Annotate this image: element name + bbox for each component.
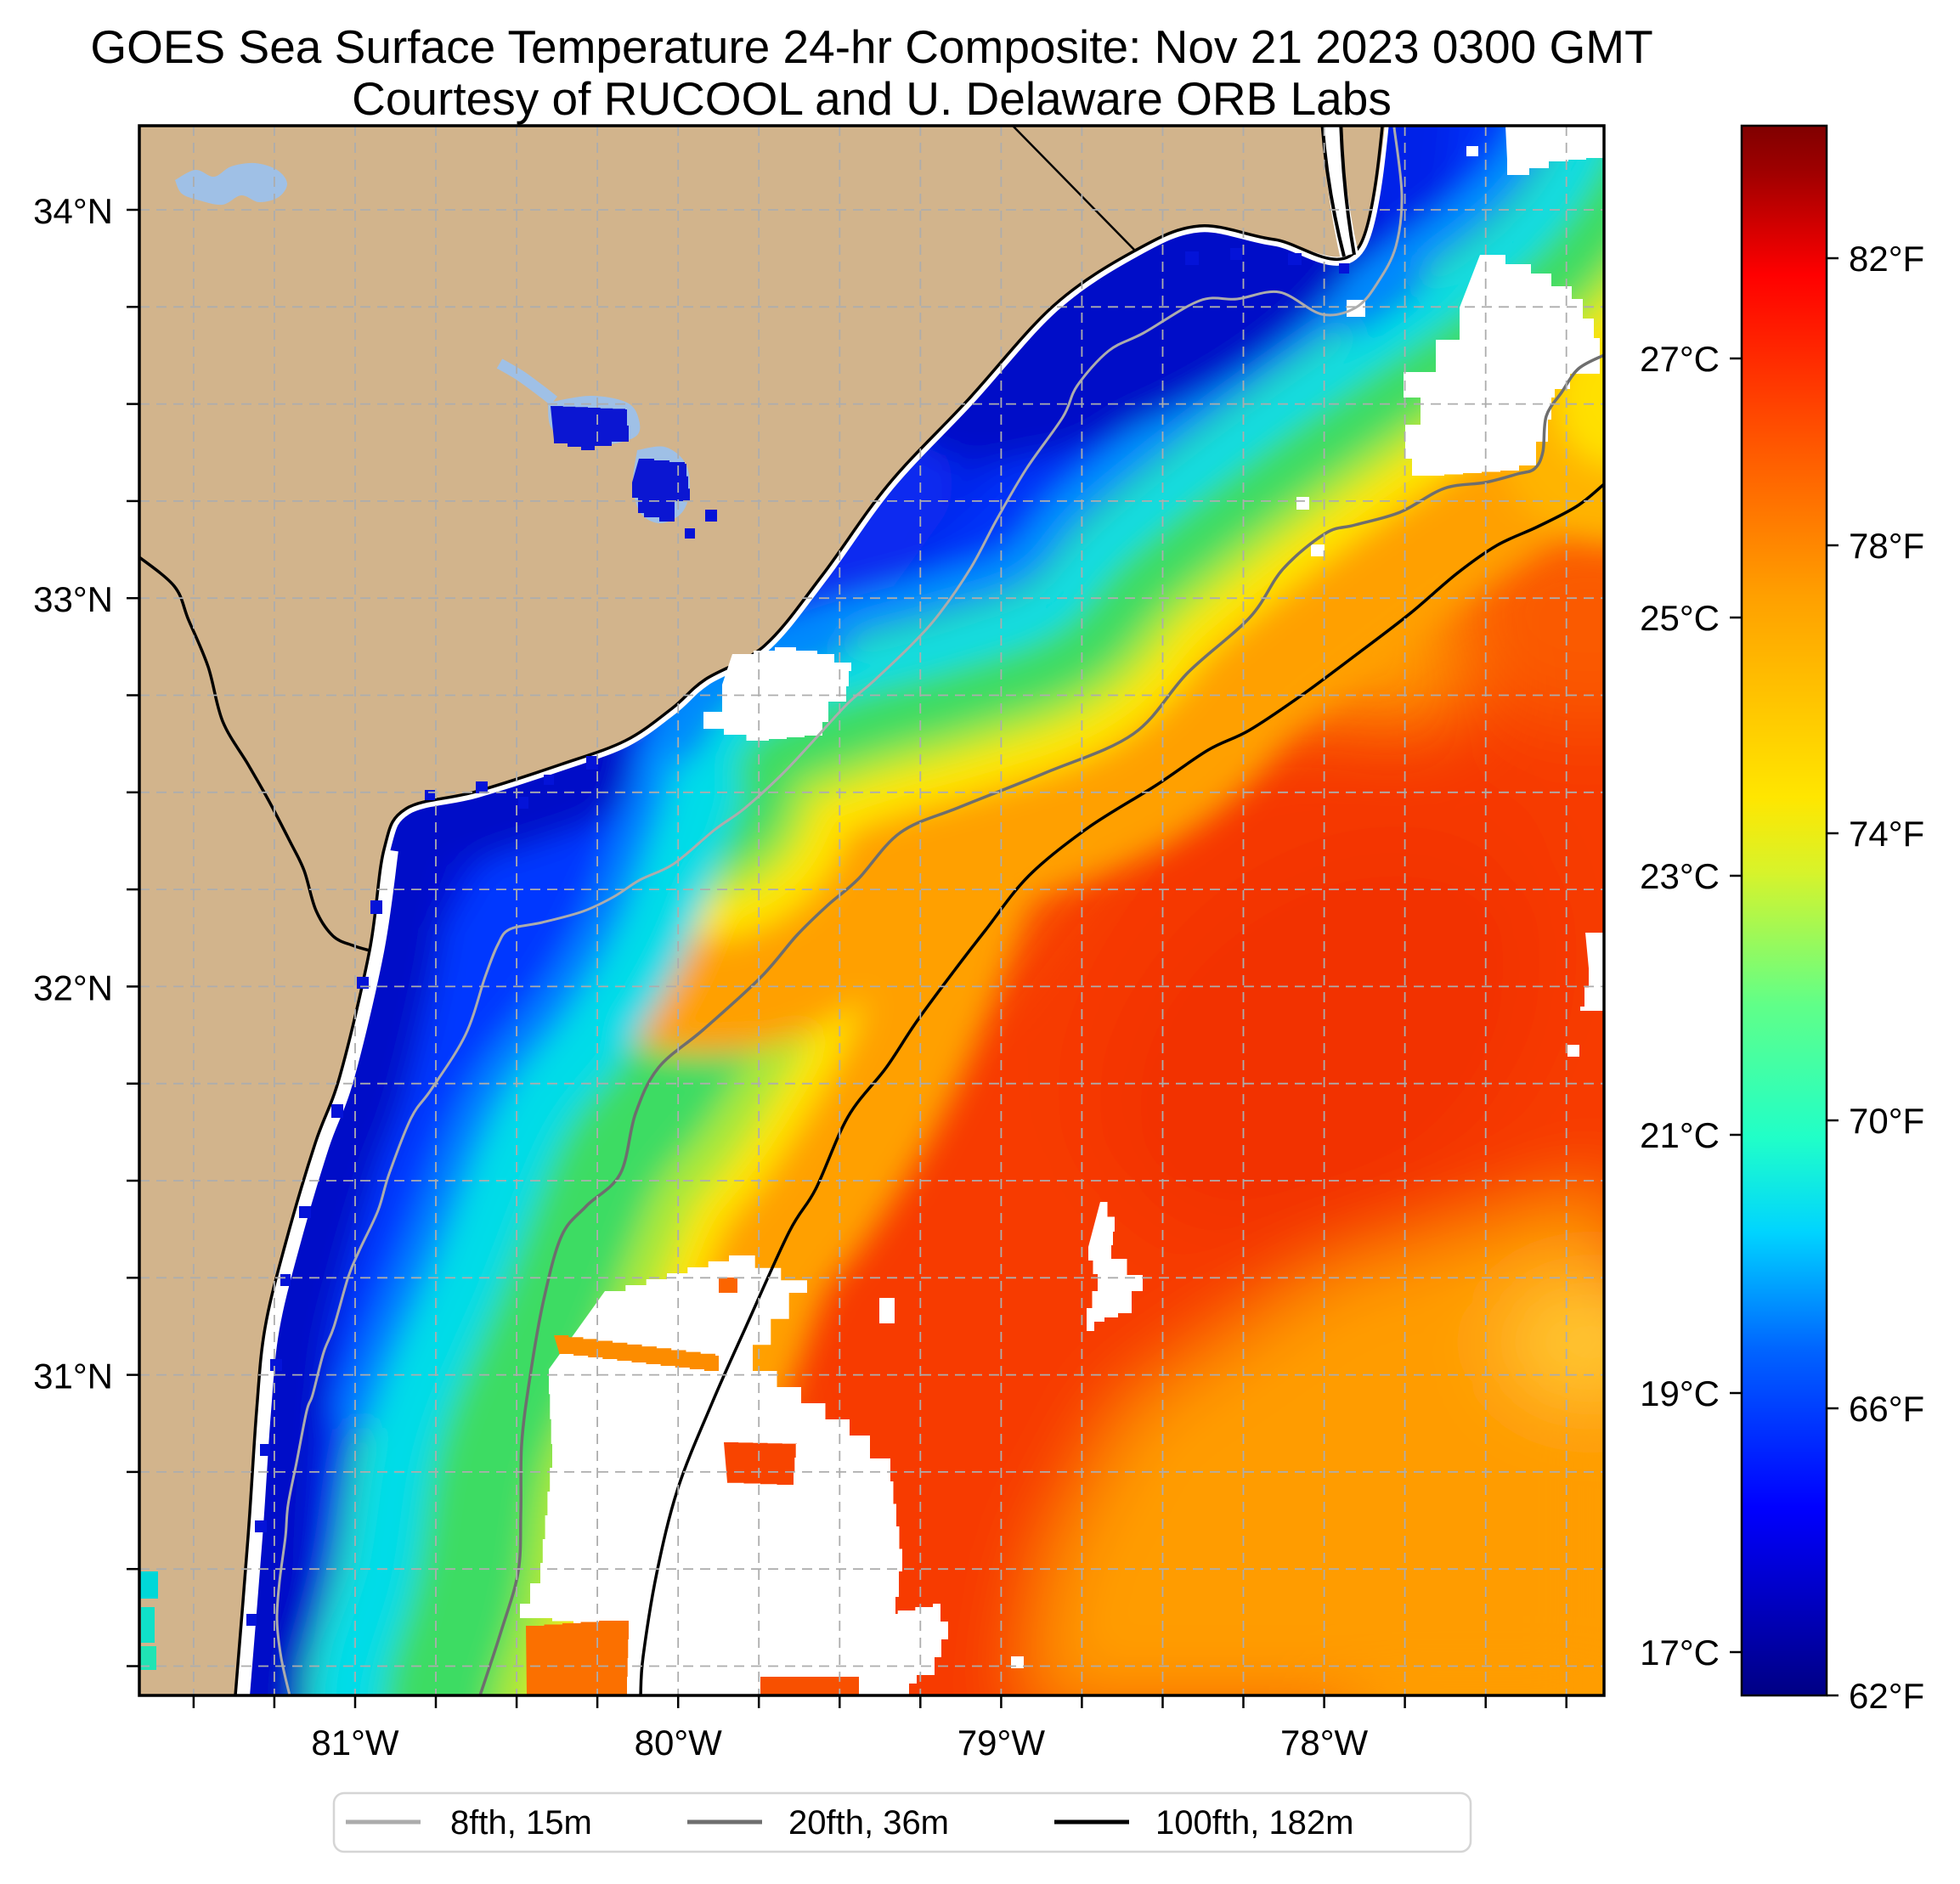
svg-text:82°F: 82°F xyxy=(1849,239,1924,279)
svg-text:33°N: 33°N xyxy=(33,579,113,619)
svg-text:23°C: 23°C xyxy=(1640,856,1720,896)
svg-text:GOES Sea Surface Temperature 2: GOES Sea Surface Temperature 24-hr Compo… xyxy=(90,20,1652,73)
svg-text:17°C: 17°C xyxy=(1640,1633,1720,1672)
svg-text:27°C: 27°C xyxy=(1640,339,1720,379)
svg-text:21°C: 21°C xyxy=(1640,1115,1720,1155)
svg-text:20fth, 36m: 20fth, 36m xyxy=(788,1804,949,1842)
svg-text:78°W: 78°W xyxy=(1280,1723,1369,1763)
svg-text:Courtesy of RUCOOL and U. Dela: Courtesy of RUCOOL and U. Delaware ORB L… xyxy=(352,72,1392,125)
svg-text:78°F: 78°F xyxy=(1849,526,1924,566)
svg-text:62°F: 62°F xyxy=(1849,1676,1924,1716)
svg-text:100fth, 182m: 100fth, 182m xyxy=(1155,1804,1354,1842)
svg-text:80°W: 80°W xyxy=(635,1723,723,1763)
svg-text:66°F: 66°F xyxy=(1849,1389,1924,1429)
svg-text:34°N: 34°N xyxy=(33,191,113,231)
svg-text:8fth, 15m: 8fth, 15m xyxy=(450,1804,592,1842)
svg-text:19°C: 19°C xyxy=(1640,1374,1720,1413)
svg-text:31°N: 31°N xyxy=(33,1357,113,1396)
svg-text:70°F: 70°F xyxy=(1849,1101,1924,1141)
svg-text:74°F: 74°F xyxy=(1849,814,1924,854)
svg-text:25°C: 25°C xyxy=(1640,598,1720,638)
svg-text:32°N: 32°N xyxy=(33,967,113,1007)
svg-text:81°W: 81°W xyxy=(311,1723,399,1763)
svg-text:79°W: 79°W xyxy=(957,1723,1046,1763)
